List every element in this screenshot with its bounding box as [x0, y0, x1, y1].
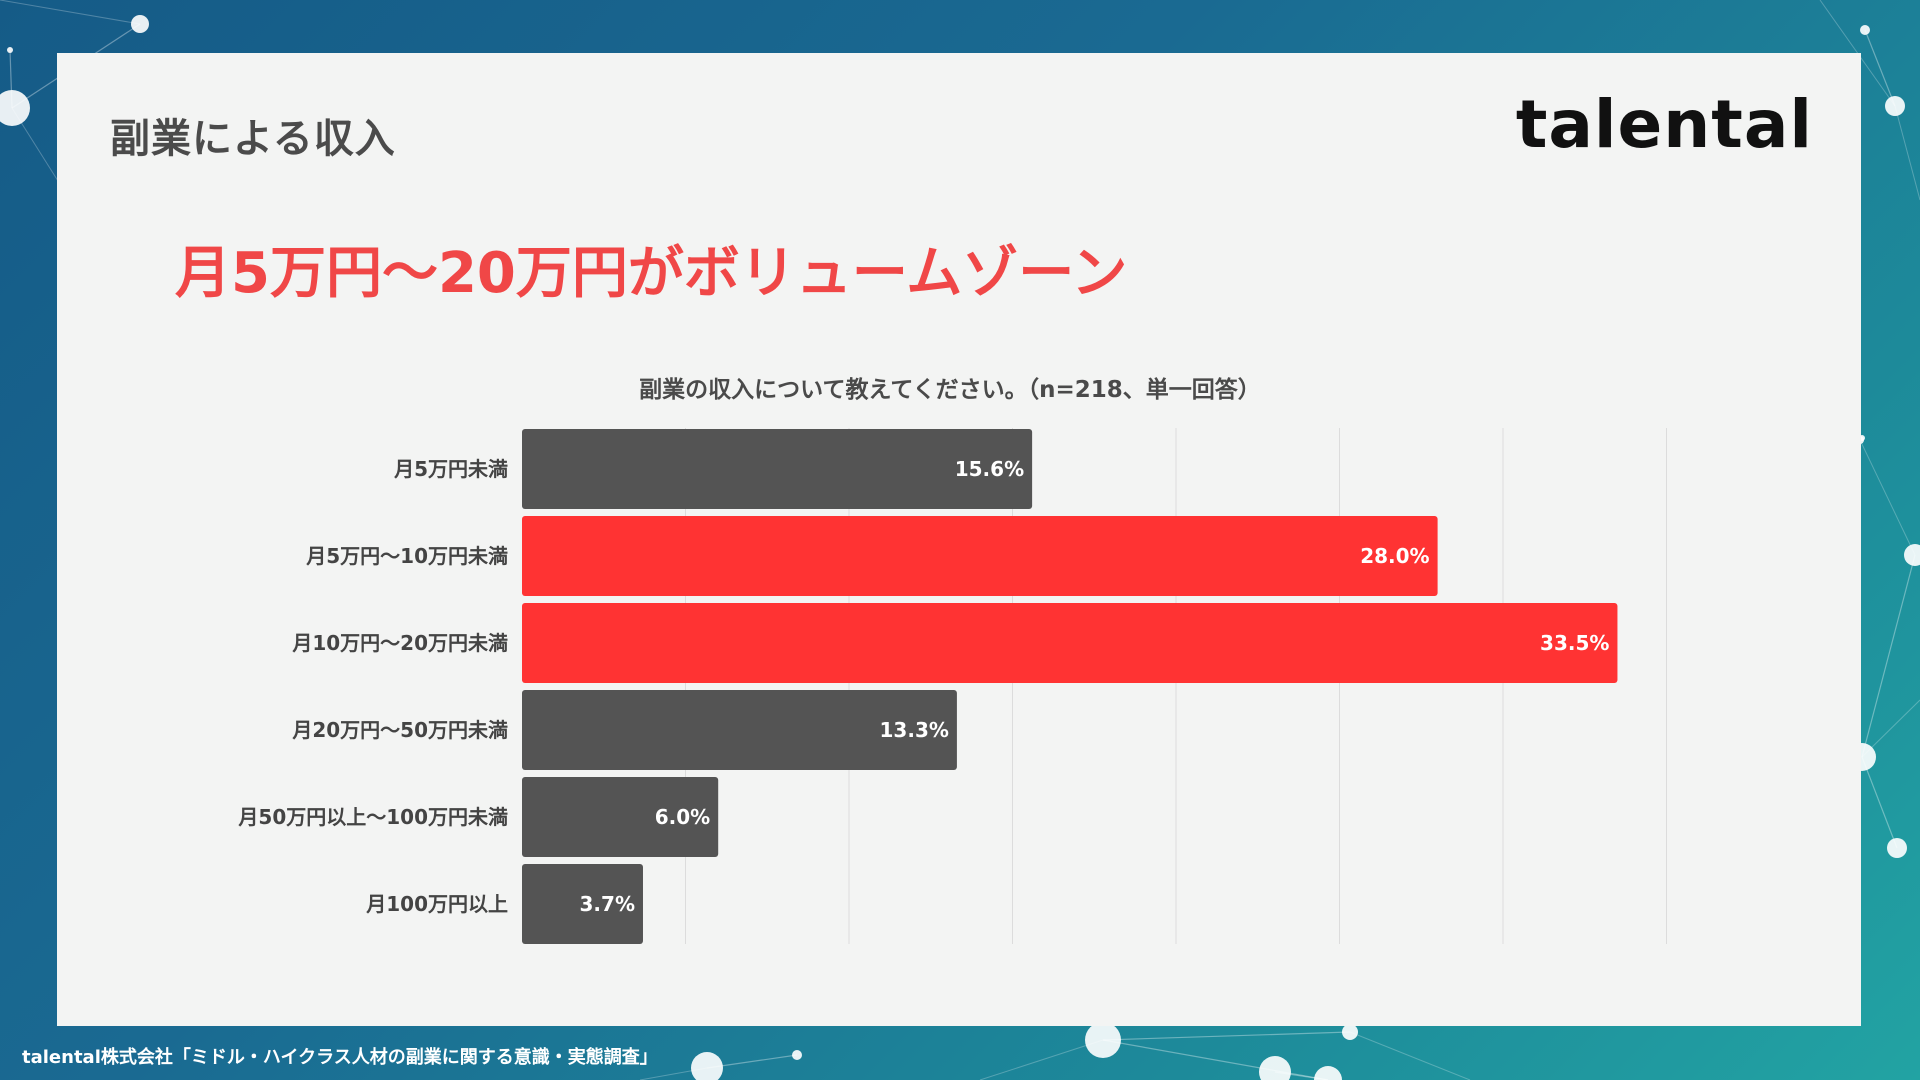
talental-logo: talental [1515, 86, 1813, 163]
data-label: 6.0% [655, 805, 710, 829]
bar [522, 777, 719, 857]
data-label: 3.7% [580, 892, 635, 916]
network-link [1349, 1031, 1471, 1080]
network-link [1864, 29, 1896, 107]
category-label: 月50万円以上〜100万円未満 [237, 805, 508, 829]
bar [522, 516, 1438, 596]
network-link [979, 1039, 1104, 1080]
network-node [1085, 1022, 1121, 1058]
network-node [691, 1052, 723, 1080]
category-label: 月5万円〜10万円未満 [305, 544, 508, 568]
network-node [1259, 1056, 1291, 1080]
network-node [1860, 25, 1870, 35]
bar [522, 429, 1033, 509]
network-node [792, 1050, 802, 1060]
data-label: 15.6% [955, 457, 1024, 481]
headline: 月5万円〜20万円がボリュームゾーン [175, 241, 1128, 306]
bar [522, 864, 643, 944]
network-node [1904, 544, 1920, 566]
network-node [1314, 1066, 1342, 1080]
network-link [1894, 105, 1920, 201]
category-label: 月100万円以上 [365, 892, 508, 916]
section-title: 副業による収入 [110, 116, 396, 162]
chart-title: 副業の収入について教えてください。（n=218、単一回答） [639, 377, 1261, 403]
data-label: 33.5% [1540, 631, 1609, 655]
network-node [0, 90, 30, 126]
bar [522, 690, 957, 770]
data-label: 28.0% [1360, 544, 1429, 568]
network-node [131, 15, 149, 33]
category-label: 月5万円未満 [393, 457, 508, 481]
source-footer: talental株式会社「ミドル・ハイクラス人材の副業に関する意識・実態調査」 [22, 1047, 658, 1068]
network-node [1342, 1024, 1358, 1040]
network-node [1887, 838, 1907, 858]
bar [522, 603, 1618, 683]
network-node [7, 47, 13, 53]
category-label: 月10万円〜20万円未満 [291, 631, 508, 655]
category-label: 月20万円〜50万円未満 [291, 718, 508, 742]
network-link [1859, 439, 1916, 556]
network-link [1102, 1031, 1351, 1041]
network-link [0, 0, 141, 25]
network-node [1885, 96, 1905, 116]
network-link [1861, 554, 1916, 758]
network-link [1861, 756, 1898, 849]
data-label: 13.3% [880, 718, 949, 742]
